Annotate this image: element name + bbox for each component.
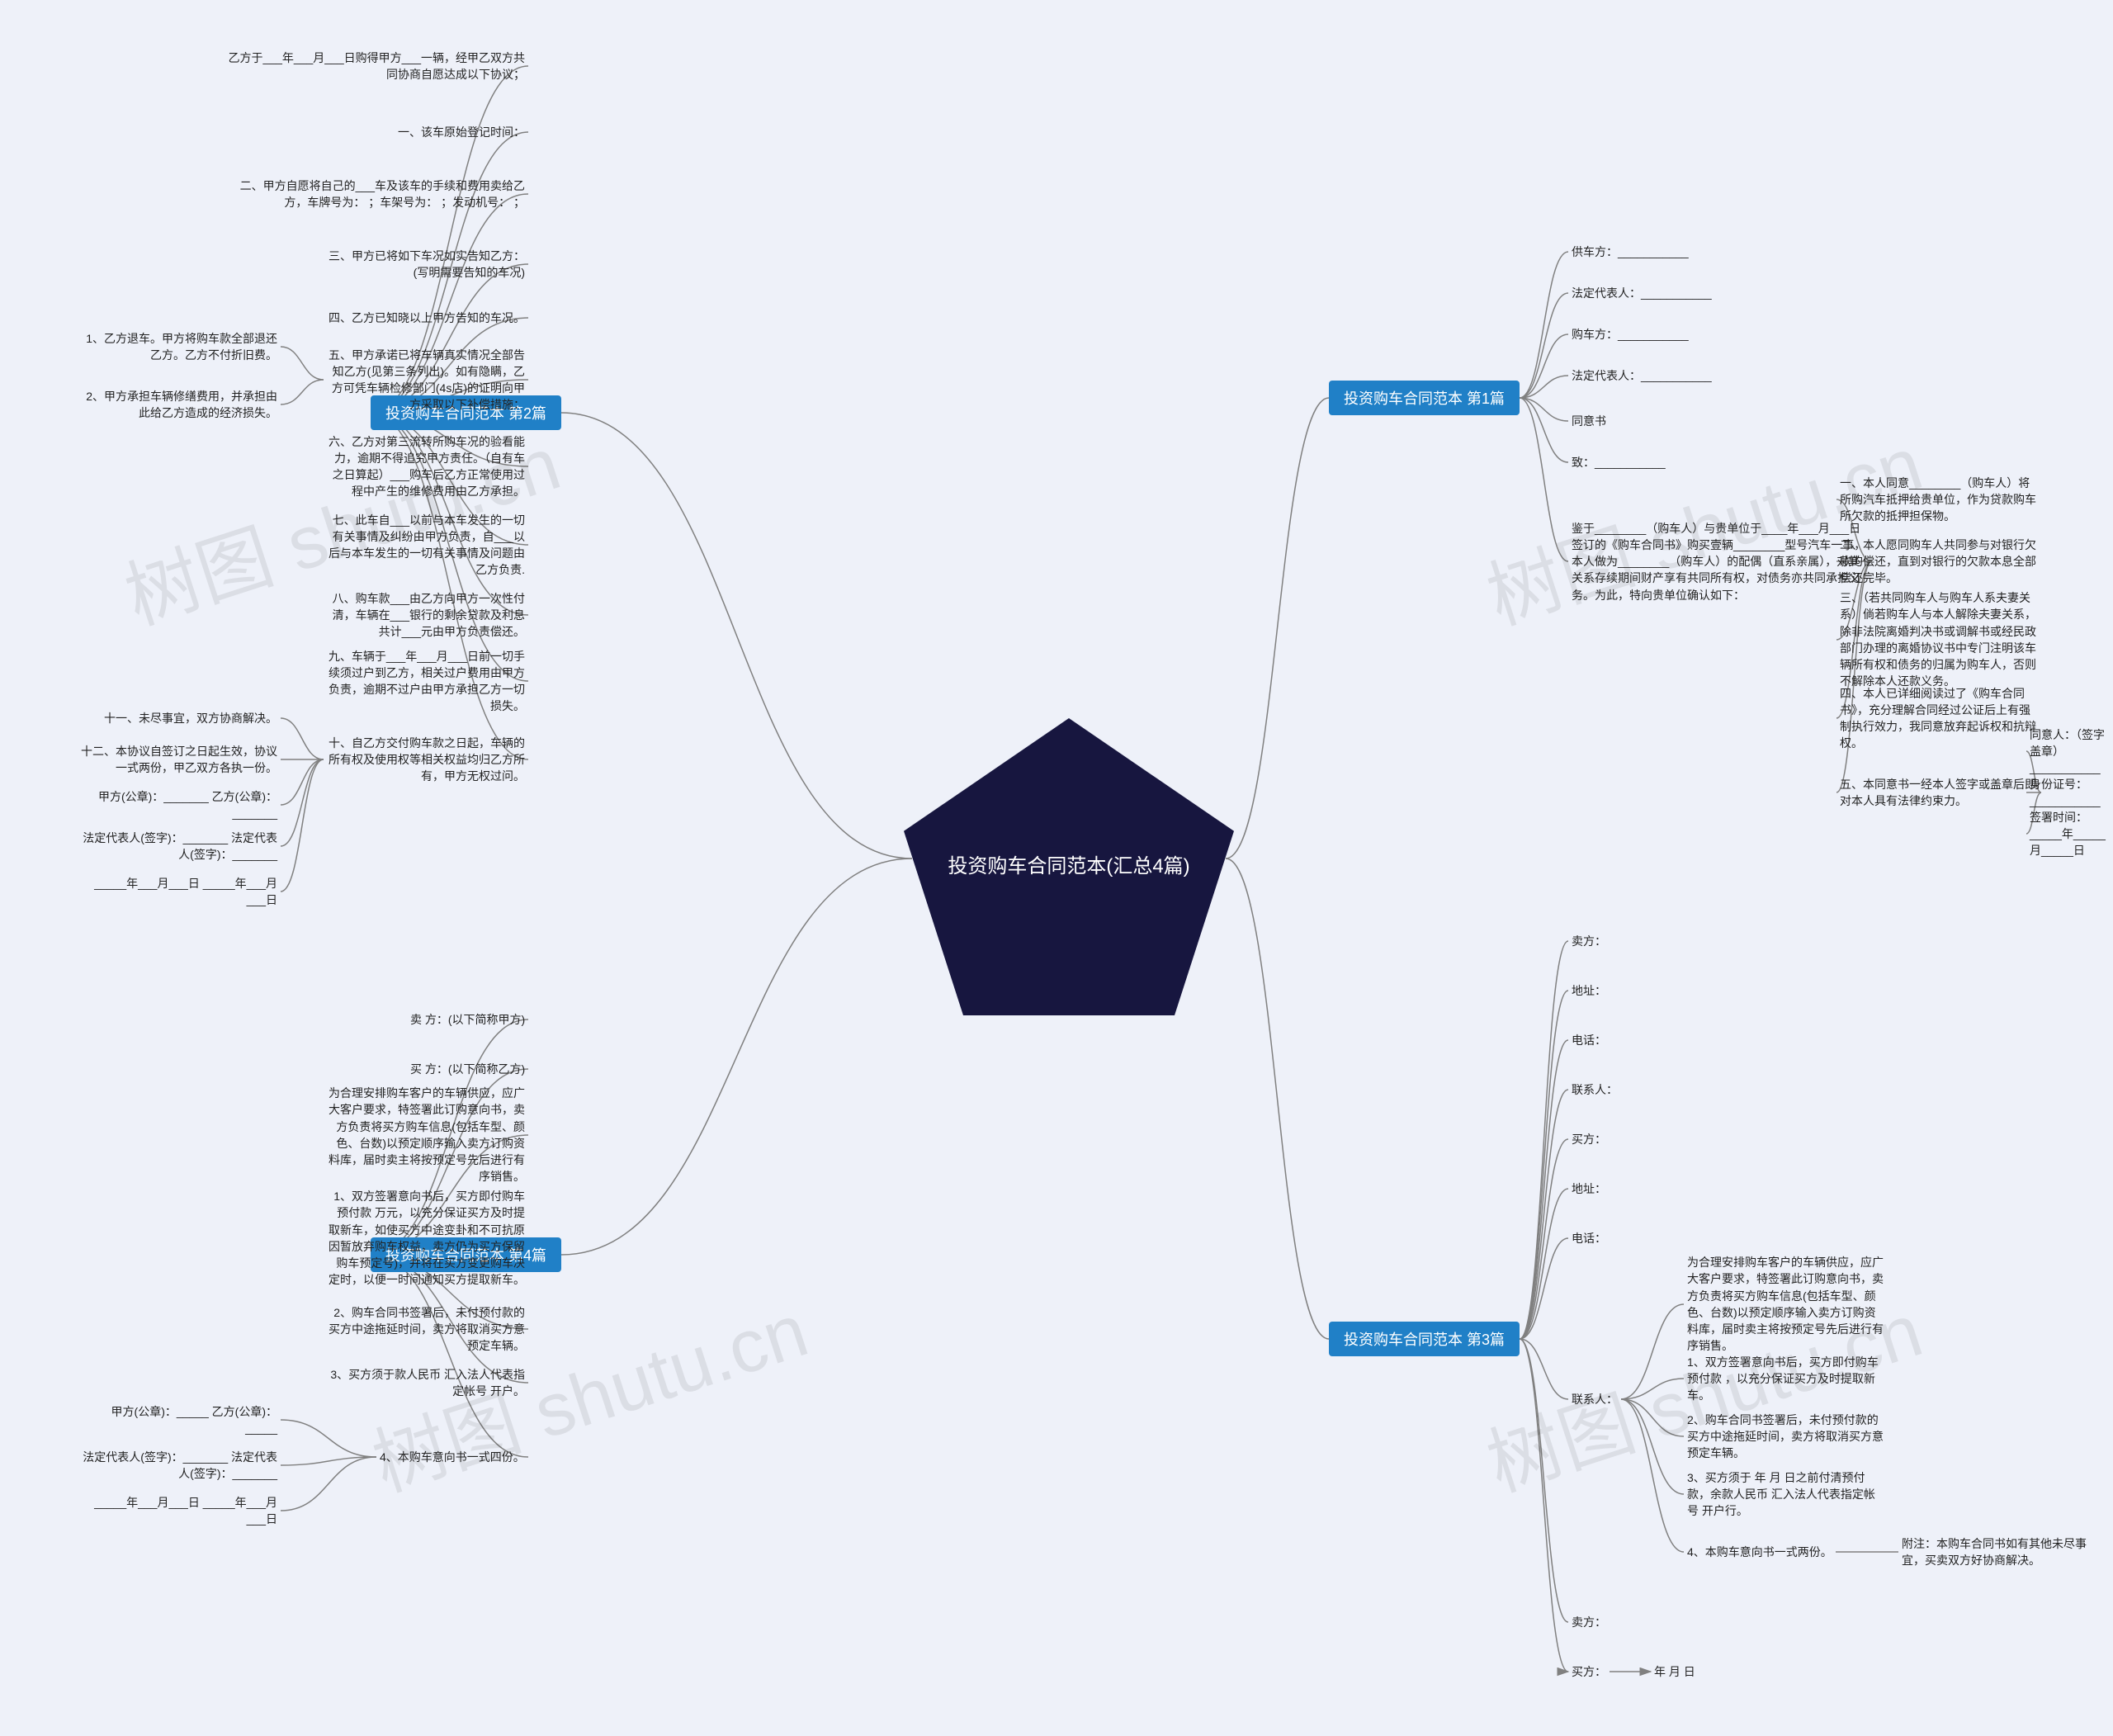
node-s4_6: 3、买方须于款人民币 汇入法人代表指定帐号 开户。 bbox=[324, 1365, 528, 1402]
node-s2_1: 乙方于___年___月___日购得甲方___一辆，经甲乙双方共同协商自愿达成以下… bbox=[225, 48, 528, 85]
node-s1_7e3: 签署时间：_____年_____月_____日 bbox=[2026, 807, 2113, 861]
node-s4_2: 买 方：(以下简称乙方) bbox=[407, 1059, 528, 1079]
node-s3_9: 卖方： bbox=[1568, 1612, 1610, 1632]
node-s2_11d: 法定代表人(签字)：_______ 法定代表人(签字)：_______ bbox=[76, 828, 281, 865]
node-s2_4: 三、甲方已将如下车况如实告知乙方：(写明需要告知的车况) bbox=[324, 246, 528, 283]
node-s1_1: 供车方：___________ bbox=[1568, 242, 1692, 262]
node-s4_7b: 法定代表人(签字)：_______ 法定代表人(签字)：_______ bbox=[76, 1447, 281, 1484]
node-s1_7d: 四、本人已详细阅读过了《购车合同书》，充分理解合同经过公证后上有强制执行效力，我… bbox=[1836, 684, 2041, 754]
node-s1_7c: 三、（若共同购车人与购车人系夫妻关系）倘若购车人与本人解除夫妻关系，除非法院离婚… bbox=[1836, 588, 2041, 692]
node-s4_5: 2、购车合同书签署后，未付预付款的买方中途拖延时间，卖方将取消买方意预定车辆。 bbox=[324, 1303, 528, 1356]
center-node: 投资购车合同范本(汇总4篇) bbox=[904, 718, 1234, 1015]
node-s2_11a: 十一、未尽事宜，双方协商解决。 bbox=[101, 708, 281, 728]
node-s1_2: 法定代表人：___________ bbox=[1568, 283, 1715, 303]
node-s2_11e: _____年___月___日 _____年___月___日 bbox=[76, 873, 281, 911]
node-s1_7e1: 同意人：（签字盖章）___________ bbox=[2026, 725, 2113, 778]
node-s1_6: 致：___________ bbox=[1568, 452, 1669, 472]
node-s3_5: 买方： bbox=[1568, 1129, 1610, 1149]
node-s3_8e1: 附注：本购车合同书如有其他未尽事宜，买卖双方好协商解决。 bbox=[1898, 1534, 2103, 1571]
node-s1_7b: 二、本人愿同购车人共同参与对银行欠款的偿还，直到对银行的欠款本息全部偿还完毕。 bbox=[1836, 535, 2041, 589]
node-s2_11c: 甲方(公章)：_______ 乙方(公章)：_______ bbox=[76, 787, 281, 824]
node-s3_7: 电话： bbox=[1568, 1228, 1610, 1248]
node-s2_10: 九、车辆于___年___月___日前一切手续须过户到乙方，相关过户费用由甲方负责… bbox=[324, 646, 528, 717]
node-s2_11b: 十二、本协议自签订之日起生效，协议一式两份，甲乙双方各执一份。 bbox=[76, 741, 281, 778]
node-s3_8a: 为合理安排购车客户的车辆供应，应广大客户要求，特签署此订购意向书，卖方负责将买方… bbox=[1684, 1252, 1888, 1356]
node-s2_6: 五、甲方承诺已将车辆真实情况全部告知乙方(见第三条列出)。如有隐瞒，乙方可凭车辆… bbox=[324, 345, 528, 415]
node-s1_7e: 五、本同意书一经本人签字或盖章后即对本人具有法律约束力。 bbox=[1836, 774, 2041, 811]
node-s2_9: 八、购车款___由乙方向甲方一次性付清，车辆在___银行的剩余贷款及利息共计__… bbox=[324, 589, 528, 642]
node-s4_1: 卖 方：(以下简称甲方) bbox=[407, 1010, 528, 1029]
node-s4_3: 为合理安排购车客户的车辆供应，应广大客户要求，特签署此订购意向书，卖方负责将买方… bbox=[324, 1083, 528, 1187]
node-s1_7: 鉴于________（购车人）与贵单位于____年___月___日签订的《购车合… bbox=[1568, 518, 1872, 605]
node-s4_7a: 甲方(公章)：_____ 乙方(公章)：_____ bbox=[76, 1402, 281, 1439]
node-s4_7: 4、本购车意向书一式四份。 bbox=[376, 1447, 528, 1467]
node-s2_6b: 2、甲方承担车辆修缮费用，并承担由此给乙方造成的经济损失。 bbox=[76, 386, 281, 423]
node-s4_7c: _____年___月___日 _____年___月___日 bbox=[76, 1492, 281, 1530]
node-s2_7: 六、乙方对第三流转所购车况的验看能力，逾期不得追究甲方责任。（自有车之日算起）_… bbox=[324, 432, 528, 502]
node-s3_8c: 2、购车合同书签署后，未付预付款的买方中途拖延时间，卖方将取消买方意预定车辆。 bbox=[1684, 1410, 1888, 1464]
node-s1_4: 法定代表人：___________ bbox=[1568, 366, 1715, 386]
node-s3_6: 地址： bbox=[1568, 1179, 1610, 1199]
node-s2_8: 七、此车自___以前与本车发生的一切有关事情及纠纷由甲方负责，自___以后与本车… bbox=[324, 510, 528, 580]
node-s2_5: 四、乙方已知晓以上甲方告知的车况。 bbox=[325, 308, 528, 328]
section-head: 投资购车合同范本 第3篇 bbox=[1329, 1322, 1520, 1356]
node-s3_8d: 3、买方须于 年 月 日之前付清预付款，余款人民币 汇入法人代表指定帐号 开户行… bbox=[1684, 1468, 1888, 1521]
section-head: 投资购车合同范本 第1篇 bbox=[1329, 381, 1520, 415]
node-s2_2: 一、该车原始登记时间： bbox=[395, 122, 528, 142]
mindmap-stage: 投资购车合同范本(汇总4篇) 树图 shutu.cn树图 shutu.cn树图 … bbox=[0, 0, 2113, 1736]
node-s4_4: 1、双方签署意向书后，买方即付购车预付款 万元，以充分保证买方及时提取新车，如使… bbox=[324, 1186, 528, 1290]
center-title: 投资购车合同范本(汇总4篇) bbox=[948, 853, 1189, 881]
node-s3_4: 联系人： bbox=[1568, 1080, 1621, 1100]
node-s3_10a: 年 月 日 bbox=[1651, 1662, 1699, 1682]
node-s3_10: 买方： bbox=[1568, 1662, 1610, 1682]
node-s3_8e: 4、本购车意向书一式两份。 bbox=[1684, 1542, 1836, 1562]
node-s1_5: 同意书 bbox=[1568, 411, 1610, 431]
node-s1_3: 购车方：___________ bbox=[1568, 324, 1692, 344]
node-s3_8b: 1、双方签署意向书后，买方即付购车预付款 ，以充分保证买方及时提取新车。 bbox=[1684, 1352, 1888, 1406]
node-s1_7a: 一、本人同意________（购车人）将所购汽车抵押给贵单位，作为贷款购车所欠款… bbox=[1836, 473, 2041, 527]
node-s2_6a: 1、乙方退车。甲方将购车款全部退还乙方。乙方不付折旧费。 bbox=[76, 329, 281, 366]
node-s1_7e2: 身份证号：___________ bbox=[2026, 774, 2113, 811]
node-s3_2: 地址： bbox=[1568, 981, 1610, 1000]
node-s3_1: 卖方： bbox=[1568, 931, 1610, 951]
node-s3_8: 联系人： bbox=[1568, 1389, 1621, 1409]
node-s2_11: 十、自乙方交付购车款之日起，车辆的所有权及使用权等相关权益均归乙方所有，甲方无权… bbox=[324, 733, 528, 787]
node-s3_3: 电话： bbox=[1568, 1030, 1610, 1050]
node-s2_3: 二、甲方自愿将自己的___车及该车的手续和费用卖给乙方，车牌号为： ；车架号为：… bbox=[225, 176, 528, 213]
